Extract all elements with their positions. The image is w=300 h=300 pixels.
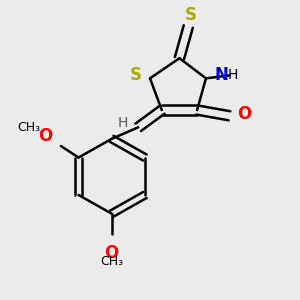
Text: H: H [228,68,238,83]
Text: O: O [105,244,119,262]
Text: N: N [215,67,229,85]
Text: O: O [38,127,52,145]
Text: H: H [118,116,128,130]
Text: S: S [129,67,141,85]
Text: O: O [237,105,251,123]
Text: S: S [185,6,197,24]
Text: CH₃: CH₃ [100,256,123,268]
Text: CH₃: CH₃ [17,121,40,134]
